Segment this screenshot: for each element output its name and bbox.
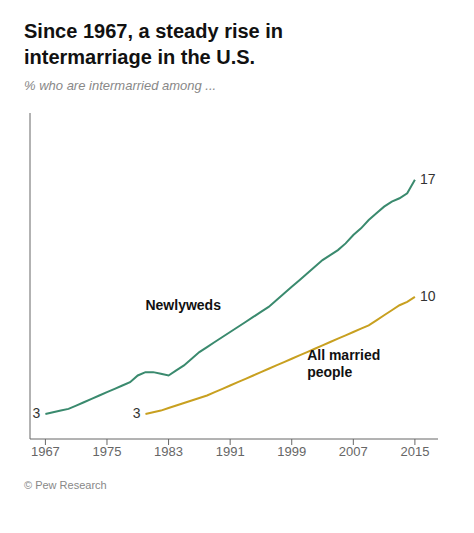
html-text:Since 1967, a steady rise in: Since 1967, a steady rise in	[24, 20, 283, 42]
svg-text:All marriedpeople: All marriedpeople	[307, 348, 380, 381]
svg-text:Newlyweds: Newlyweds	[145, 298, 221, 314]
svg-text:1991: 1991	[216, 444, 245, 459]
html-text:% who are intermarried among .: % who are intermarried among ...	[24, 78, 217, 93]
html-text:intermarriage in the U.S.: intermarriage in the U.S.	[24, 46, 256, 68]
svg-text:2007: 2007	[339, 444, 368, 459]
svg-text:1967: 1967	[31, 444, 60, 459]
svg-text:1983: 1983	[154, 444, 183, 459]
svg-text:17: 17	[420, 171, 436, 187]
svg-text:1975: 1975	[93, 444, 122, 459]
svg-text:3: 3	[133, 405, 141, 421]
svg-text:1999: 1999	[277, 444, 306, 459]
svg-text:10: 10	[420, 288, 436, 304]
svg-text:3: 3	[33, 405, 41, 421]
html-text:© Pew Research: © Pew Research	[24, 479, 107, 491]
svg-text:2015: 2015	[400, 444, 429, 459]
